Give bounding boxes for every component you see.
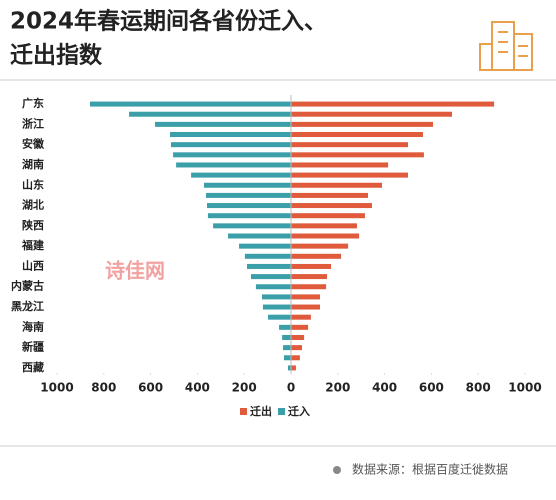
x-tick-label: 800 — [91, 381, 116, 395]
bar — [291, 101, 495, 107]
legend-label: 迁入 — [288, 404, 310, 418]
category-label: 新疆 — [22, 340, 44, 354]
bar — [291, 345, 302, 351]
bar — [291, 182, 383, 188]
category-label: 陕西 — [22, 218, 44, 232]
bar — [176, 162, 291, 168]
category-label: 安徽 — [22, 137, 45, 151]
x-tick-label: 200 — [232, 381, 257, 395]
bar — [170, 142, 291, 148]
bar — [239, 243, 291, 249]
bar — [244, 253, 291, 259]
bar — [291, 263, 332, 269]
bar — [173, 152, 291, 158]
bar — [291, 253, 342, 259]
category-label: 广东 — [22, 96, 44, 110]
bar — [291, 284, 327, 290]
bar — [291, 172, 408, 178]
bar — [291, 294, 321, 300]
bar — [282, 334, 291, 340]
x-tick-label: 1000 — [508, 381, 541, 395]
bar — [291, 223, 357, 229]
bar — [228, 233, 291, 239]
bar — [155, 121, 291, 127]
bar — [291, 142, 408, 148]
category-label: 海南 — [22, 319, 44, 333]
bar — [255, 284, 291, 290]
bar — [206, 192, 291, 198]
bar — [291, 314, 311, 320]
bar — [291, 324, 309, 330]
bar — [170, 132, 291, 138]
bar — [262, 304, 291, 310]
x-tick-label: 600 — [419, 381, 444, 395]
category-label: 湖北 — [22, 198, 44, 212]
bar — [291, 192, 368, 198]
bar — [268, 314, 291, 320]
bar — [291, 121, 434, 127]
category-label: 西藏 — [22, 360, 44, 374]
x-tick-label: 800 — [466, 381, 491, 395]
bar — [89, 101, 291, 107]
bar — [291, 274, 328, 280]
category-label: 福建 — [21, 238, 45, 252]
bar — [129, 111, 291, 117]
bar — [279, 324, 291, 330]
bar — [203, 182, 291, 188]
x-tick-label: 400 — [185, 381, 210, 395]
bar — [283, 345, 291, 351]
bar — [206, 203, 291, 209]
legend-swatch — [240, 408, 247, 415]
bar — [261, 294, 291, 300]
bar — [291, 162, 389, 168]
bar — [250, 274, 291, 280]
source: 数据来源：根据百度迁徙数据 — [352, 462, 508, 477]
x-tick-label: 400 — [372, 381, 397, 395]
category-label: 内蒙古 — [11, 279, 44, 293]
watermark: 诗佳网 — [105, 259, 165, 283]
legend-label: 迁出 — [250, 404, 272, 418]
bar — [291, 111, 452, 117]
category-label: 黑龙江 — [11, 299, 44, 313]
category-label: 湖南 — [22, 157, 44, 171]
source-dot — [333, 466, 341, 474]
category-label: 山东 — [22, 177, 44, 191]
category-label: 浙江 — [22, 116, 44, 130]
bar — [291, 334, 305, 340]
bar — [191, 172, 291, 178]
bar — [291, 355, 300, 361]
bar — [291, 243, 349, 249]
icon — [479, 21, 533, 71]
bar — [287, 365, 291, 371]
bar — [291, 233, 360, 239]
bar — [291, 152, 424, 158]
legend-swatch — [278, 408, 285, 415]
bar — [291, 213, 365, 219]
bar — [247, 263, 291, 269]
bar — [291, 365, 296, 371]
x-tick-label: 1000 — [40, 381, 73, 395]
chart-title: 2024年春运期间各省份迁入、 — [10, 8, 327, 35]
x-tick-label: 600 — [138, 381, 163, 395]
bar — [283, 355, 291, 361]
bar — [291, 132, 423, 138]
x-tick-label: 200 — [325, 381, 350, 395]
bar — [213, 223, 291, 229]
x-tick-label: 0 — [287, 381, 295, 395]
chart-title: 迁出指数 — [10, 43, 103, 69]
bar — [291, 203, 372, 209]
category-label: 山西 — [22, 258, 44, 272]
bar — [291, 304, 321, 310]
bar — [207, 213, 291, 219]
